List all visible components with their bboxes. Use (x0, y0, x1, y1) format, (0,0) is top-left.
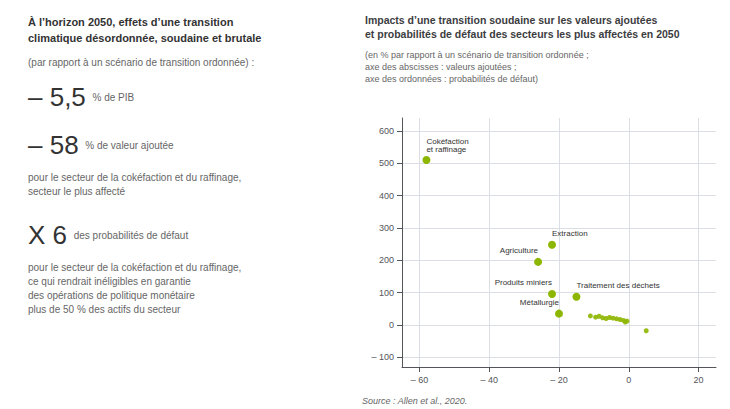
svg-text:climatique désordonnée, soudai: climatique désordonnée, soudaine et brut… (28, 32, 262, 44)
svg-text:– 100: – 100 (371, 352, 394, 362)
svg-text:Cokéfaction: Cokéfaction (426, 136, 469, 146)
svg-text:– 60: – 60 (411, 375, 429, 385)
svg-text:600: 600 (379, 126, 394, 136)
svg-text:% de PIB: % de PIB (92, 92, 134, 103)
svg-text:– 20: – 20 (550, 375, 568, 385)
svg-text:Impacts d’une transition souda: Impacts d’une transition soudaine sur le… (365, 14, 657, 26)
svg-text:des probabilités de défaut: des probabilités de défaut (74, 230, 189, 241)
svg-text:axe des ordonnées : probabilit: axe des ordonnées : probabilités de défa… (365, 74, 538, 84)
svg-text:– 5,5: – 5,5 (28, 82, 86, 112)
svg-text:400: 400 (379, 191, 394, 201)
svg-text:300: 300 (379, 223, 394, 233)
svg-text:pour le secteur de la cokéfact: pour le secteur de la cokéfaction et du … (28, 172, 241, 183)
svg-text:20: 20 (694, 375, 704, 385)
svg-text:– 40: – 40 (480, 375, 498, 385)
svg-text:0: 0 (626, 375, 631, 385)
svg-text:X 6: X 6 (28, 220, 67, 250)
svg-text:et probabilités de défaut des: et probabilités de défaut des secteurs l… (365, 28, 680, 40)
svg-text:100: 100 (379, 288, 394, 298)
svg-text:des opérations de politique mo: des opérations de politique monétaire (28, 290, 195, 301)
svg-text:0: 0 (389, 320, 394, 330)
svg-text:% de valeur ajoutée: % de valeur ajoutée (85, 140, 174, 151)
svg-text:secteur le plus affecté: secteur le plus affecté (28, 186, 126, 197)
svg-text:pour le secteur de la cokéfact: pour le secteur de la cokéfaction et du … (28, 262, 241, 273)
svg-text:200: 200 (379, 255, 394, 265)
svg-text:Produits miniers: Produits miniers (495, 278, 552, 287)
svg-text:500: 500 (379, 158, 394, 168)
svg-text:plus de 50 % des actifs du sec: plus de 50 % des actifs du secteur (28, 304, 181, 315)
svg-text:(en % par rapport à un scénari: (en % par rapport à un scénario de trans… (365, 50, 589, 60)
svg-text:et raffinage: et raffinage (426, 145, 466, 154)
svg-text:ce qui rendrait inéligibles en: ce qui rendrait inéligibles en garantie (28, 276, 191, 287)
svg-text:Métallurgie: Métallurgie (520, 298, 560, 307)
svg-text:axe des abscisses : valeurs aj: axe des abscisses : valeurs ajoutées ; (365, 62, 517, 72)
svg-text:– 58: – 58 (28, 130, 79, 160)
svg-text:Source : Allen et al., 2020.: Source : Allen et al., 2020. (362, 396, 467, 406)
svg-text:Traitement des déchets: Traitement des déchets (576, 281, 659, 290)
svg-text:À l’horizon 2050, effets d’une: À l’horizon 2050, effets d’une transitio… (28, 16, 234, 28)
svg-text:(par rapport à un scénario de: (par rapport à un scénario de transition… (28, 57, 254, 68)
svg-text:Agriculture: Agriculture (500, 246, 539, 255)
svg-text:Extraction: Extraction (552, 229, 588, 238)
